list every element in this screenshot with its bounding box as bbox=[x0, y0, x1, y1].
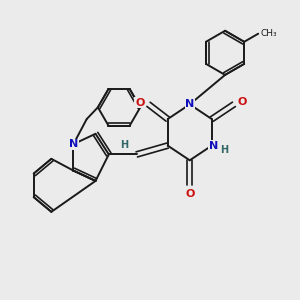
Text: H: H bbox=[220, 145, 228, 155]
Text: CH₃: CH₃ bbox=[261, 29, 277, 38]
Text: O: O bbox=[238, 97, 247, 107]
Text: O: O bbox=[185, 189, 194, 199]
Text: N: N bbox=[185, 99, 194, 110]
Text: O: O bbox=[135, 98, 144, 108]
Text: N: N bbox=[209, 141, 218, 151]
Text: N: N bbox=[69, 139, 78, 149]
Text: H: H bbox=[120, 140, 128, 150]
